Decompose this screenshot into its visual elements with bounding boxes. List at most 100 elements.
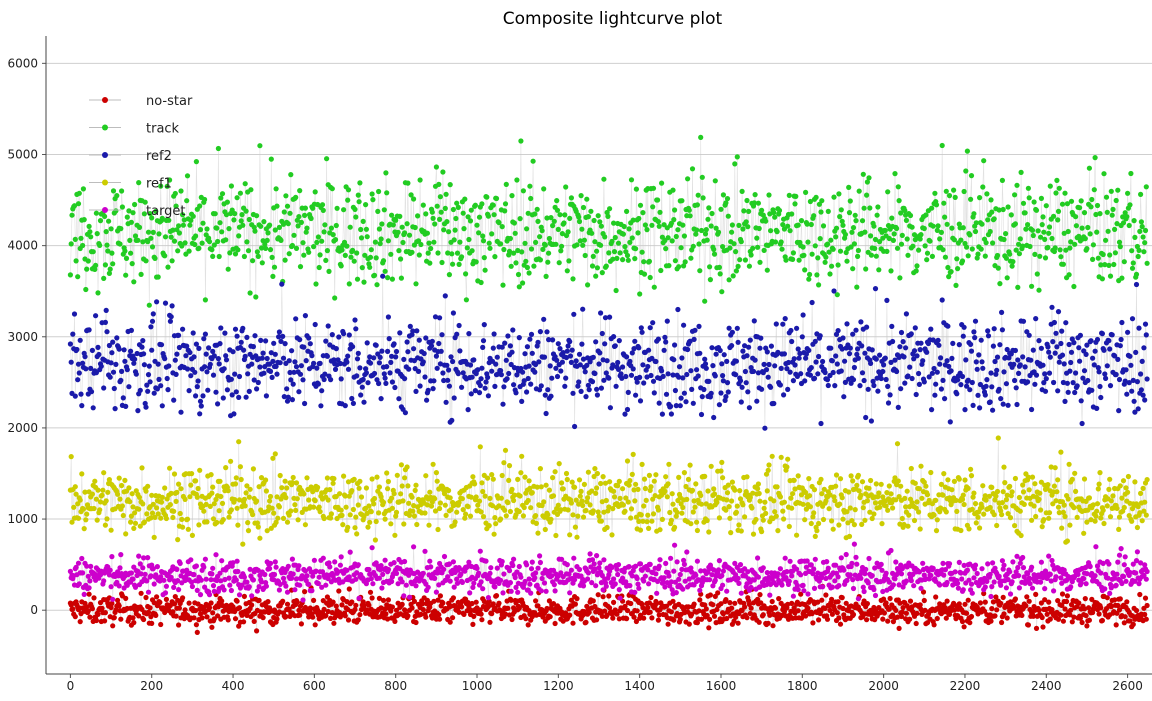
- data-point: [547, 363, 553, 369]
- data-point: [960, 225, 966, 231]
- data-point: [91, 595, 97, 601]
- data-point: [932, 190, 938, 196]
- data-point: [726, 504, 732, 510]
- data-point: [172, 190, 178, 197]
- data-point: [269, 254, 275, 260]
- data-point: [467, 218, 474, 224]
- data-point: [712, 178, 718, 184]
- data-point: [693, 481, 699, 487]
- data-point: [519, 249, 525, 255]
- data-point: [612, 234, 618, 241]
- data-point: [887, 595, 893, 602]
- data-point: [698, 227, 705, 234]
- data-point: [673, 233, 679, 240]
- data-point: [706, 378, 712, 384]
- data-point: [754, 398, 760, 404]
- data-point: [523, 258, 529, 264]
- data-point: [143, 404, 149, 410]
- data-point: [1116, 408, 1122, 414]
- data-point: [176, 344, 182, 351]
- data-point: [539, 228, 545, 234]
- data-point: [1038, 600, 1044, 606]
- data-point: [451, 395, 457, 401]
- data-point: [824, 241, 831, 247]
- data-point: [524, 344, 531, 350]
- data-point: [249, 361, 255, 367]
- data-point: [576, 218, 583, 225]
- data-point: [772, 605, 779, 611]
- data-point: [844, 258, 850, 264]
- data-point: [535, 603, 541, 609]
- data-point: [483, 379, 489, 385]
- data-point: [900, 339, 906, 345]
- data-point: [630, 217, 636, 223]
- data-point: [437, 361, 443, 367]
- data-point: [278, 237, 284, 243]
- data-point: [783, 257, 789, 263]
- data-point: [206, 345, 212, 351]
- data-point: [1047, 616, 1053, 622]
- data-point: [755, 200, 762, 206]
- data-point: [831, 194, 837, 200]
- data-point: [324, 156, 330, 162]
- data-point: [998, 396, 1004, 402]
- data-point: [469, 374, 475, 380]
- data-point: [1054, 344, 1060, 350]
- data-point: [445, 377, 451, 383]
- data-point: [306, 249, 312, 255]
- series-points-no-star: [67, 583, 1150, 636]
- data-point: [1062, 398, 1068, 404]
- data-point: [303, 358, 309, 364]
- data-point: [563, 184, 569, 190]
- data-point: [1089, 196, 1095, 203]
- data-point: [1140, 392, 1146, 398]
- data-point: [341, 207, 347, 213]
- data-point: [1053, 190, 1059, 196]
- data-point: [648, 594, 654, 601]
- data-point: [744, 474, 750, 480]
- data-point: [714, 499, 720, 505]
- data-point: [847, 198, 853, 204]
- data-point: [134, 350, 140, 357]
- data-point: [1144, 376, 1150, 382]
- data-point: [651, 478, 657, 484]
- data-point: [1051, 213, 1057, 219]
- data-point: [586, 609, 592, 616]
- data-point: [162, 234, 169, 240]
- data-point: [220, 517, 226, 523]
- data-point: [317, 360, 323, 366]
- data-point: [602, 608, 608, 614]
- data-point: [119, 503, 125, 509]
- data-point: [985, 328, 991, 334]
- data-point: [989, 209, 995, 215]
- data-point: [541, 354, 548, 360]
- data-point: [885, 618, 891, 624]
- data-point: [153, 208, 159, 214]
- data-point: [939, 142, 945, 149]
- data-point: [846, 533, 853, 540]
- data-point: [987, 228, 993, 235]
- data-point: [1067, 612, 1073, 618]
- data-point: [1115, 602, 1121, 609]
- data-point: [191, 354, 197, 360]
- data-point: [937, 601, 943, 607]
- data-point: [243, 208, 249, 214]
- data-point: [541, 186, 547, 192]
- data-point: [733, 358, 740, 364]
- data-point: [282, 257, 288, 263]
- data-point: [145, 372, 152, 378]
- data-point: [276, 329, 282, 335]
- data-point: [616, 478, 622, 484]
- data-point: [262, 241, 268, 247]
- data-point: [250, 344, 256, 350]
- data-point: [905, 252, 911, 258]
- data-point: [617, 250, 623, 256]
- data-point: [288, 508, 294, 514]
- data-point: [68, 241, 74, 247]
- data-point: [1081, 368, 1088, 374]
- data-point: [705, 488, 711, 494]
- data-point: [816, 520, 822, 527]
- data-point: [108, 226, 114, 232]
- data-point: [470, 621, 476, 628]
- data-point: [589, 263, 596, 269]
